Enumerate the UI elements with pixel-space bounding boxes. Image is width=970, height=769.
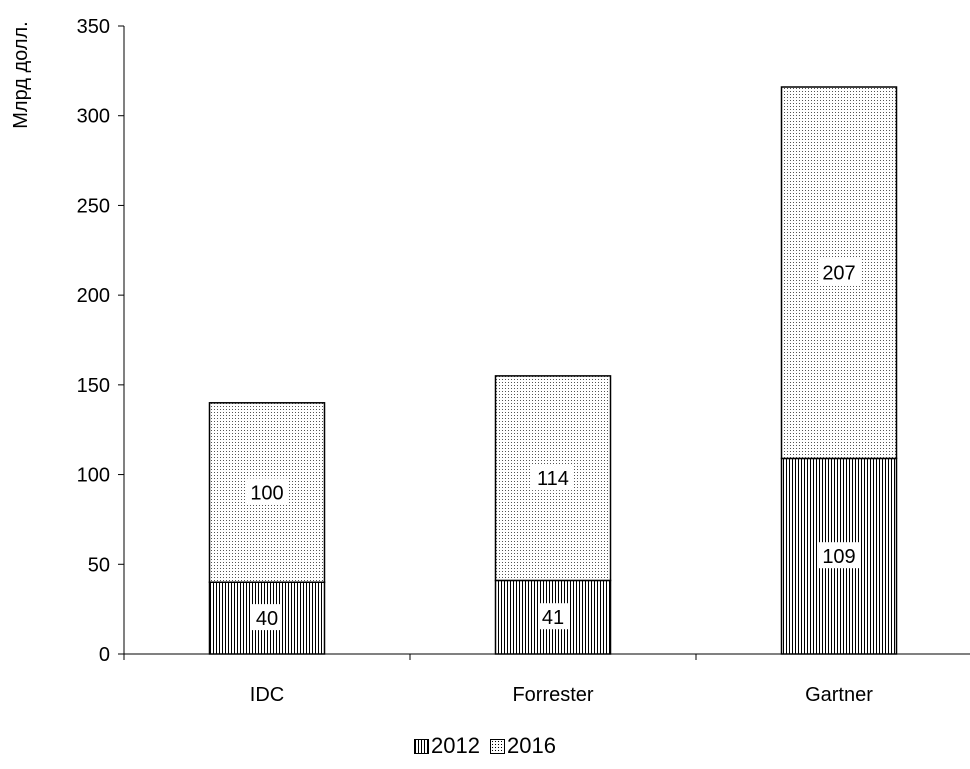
- data-label-2012-forrester: 41: [542, 607, 564, 629]
- bar-2012-gartner: [780, 457, 898, 655]
- y-tick-label: 0: [99, 644, 110, 666]
- bar-chart: Млрд долл. 0 50 100 150 200 250 300 350 IDC Forre…: [10, 16, 970, 706]
- data-label-bg: [252, 604, 282, 631]
- data-label-2016-gartner: 207: [822, 263, 855, 285]
- legend-swatch-2016: [490, 738, 505, 754]
- legend-item-2016: 2016: [490, 733, 556, 759]
- data-label-2012-idc: 40: [256, 608, 278, 630]
- data-label-bg: [818, 258, 860, 285]
- y-axis-label: Млрд долл.: [10, 21, 32, 128]
- legend-item-2012: 2012: [414, 733, 480, 759]
- legend-label-2016: 2016: [507, 733, 556, 758]
- legend-swatch-2012: [414, 738, 430, 754]
- y-tick-label: 100: [77, 465, 110, 487]
- data-label-bg: [818, 542, 860, 569]
- y-tick-label: 200: [77, 285, 110, 307]
- x-tick-label-forrester: Forrester: [512, 684, 593, 706]
- x-tick-label-idc: IDC: [250, 684, 284, 706]
- data-label-bg: [532, 464, 574, 491]
- y-tick-label: 50: [88, 554, 110, 576]
- data-label-2016-forrester: 114: [537, 468, 569, 490]
- y-tick-label: 150: [77, 375, 110, 397]
- legend-label-2012: 2012: [431, 733, 480, 758]
- y-tick-label: 300: [77, 106, 110, 128]
- y-tick-label: 350: [77, 16, 110, 38]
- data-label-bg: [246, 478, 288, 505]
- data-label-2012-gartner: 109: [822, 546, 855, 568]
- y-tick-label: 250: [77, 195, 110, 217]
- data-label-2016-idc: 100: [250, 483, 283, 505]
- data-label-bg: [538, 603, 568, 630]
- legend: 2012 2016: [0, 733, 970, 759]
- x-tick-label-gartner: Gartner: [805, 684, 873, 706]
